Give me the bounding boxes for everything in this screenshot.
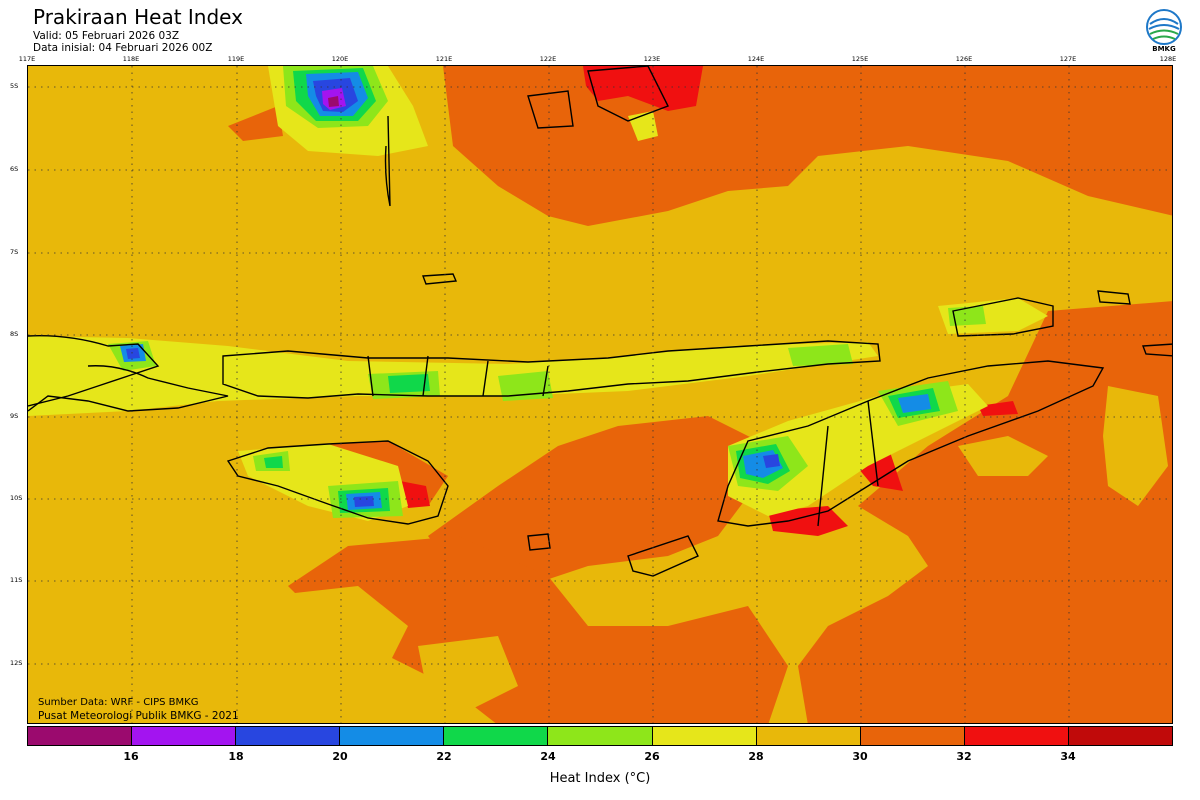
heat-zone-20-22	[763, 454, 780, 468]
heat-zone-30-32	[258, 586, 408, 666]
heat-zone-32-34	[443, 66, 1172, 226]
heat-zone-28-30	[28, 336, 878, 416]
heat-index-map	[27, 65, 1173, 724]
heat-zone-30-32	[418, 636, 518, 711]
heat-zone-24-26	[388, 374, 430, 393]
legend-swatch	[756, 727, 861, 745]
legend-tick: 26	[644, 750, 660, 763]
legend-swatch	[132, 727, 237, 745]
data-source-credit: Sumber Data: WRF - CIPS BMKG	[38, 697, 199, 708]
lat-label: 7S	[10, 248, 19, 256]
bmkg-logo-icon	[1144, 8, 1184, 56]
coastlines	[28, 66, 1172, 577]
legend-tick: 18	[228, 750, 244, 763]
lon-label: 119E	[227, 55, 245, 63]
heat-zone-32-34	[428, 416, 768, 586]
heat-zone-26-28	[948, 306, 986, 326]
legend-tick: 28	[748, 750, 764, 763]
organization-credit: Pusat Meteorologi Publik BMKG - 2021	[38, 710, 239, 722]
lat-label: 5S	[10, 82, 19, 90]
legend-swatch	[340, 727, 445, 745]
heat-zone-20-22	[354, 496, 374, 507]
lon-label: 123E	[643, 55, 661, 63]
heat-zone-26-28	[788, 344, 853, 366]
legend-swatch	[444, 727, 549, 745]
lon-label: 122E	[539, 55, 557, 63]
valid-time: Valid: 05 Februari 2026 03Z	[33, 30, 180, 42]
heat-zone-32-34	[798, 301, 1172, 723]
heat-zone-34-36	[978, 401, 1018, 416]
heat-zone-20-22	[126, 348, 140, 359]
heat-zone-30-32	[1103, 386, 1168, 506]
legend-tick: 16	[123, 750, 139, 763]
lon-label: 125E	[851, 55, 869, 63]
heat-zone-34-36	[583, 66, 703, 111]
legend-swatch	[548, 727, 653, 745]
lat-label: 8S	[10, 330, 19, 338]
heat-zone-16-18	[328, 96, 339, 107]
heat-zone-34-36	[768, 506, 848, 536]
lat-label: 6S	[10, 165, 19, 173]
heat-zone-30-32	[958, 436, 1048, 476]
lon-label: 124E	[747, 55, 765, 63]
lon-label: 126E	[955, 55, 973, 63]
legend-tick: 30	[852, 750, 868, 763]
lat-label: 10S	[10, 494, 23, 502]
lon-label: 118E	[122, 55, 140, 63]
bmkg-logo-label: BMKG	[1152, 45, 1176, 53]
heat-zone-32-34	[228, 106, 283, 141]
heat-zone-32-34	[288, 536, 788, 723]
legend-swatch	[236, 727, 341, 745]
lon-label: 121E	[435, 55, 453, 63]
lon-label: 117E	[18, 55, 36, 63]
legend-title: Heat Index (°C)	[549, 771, 651, 786]
heat-zone-22-24	[898, 394, 931, 413]
lat-label: 9S	[10, 412, 19, 420]
legend-swatch	[860, 727, 965, 745]
lat-label: 11S	[10, 576, 23, 584]
legend-tick: 20	[332, 750, 348, 763]
lon-label: 127E	[1059, 55, 1077, 63]
legend-swatch	[964, 727, 1069, 745]
map-title: Prakiraan Heat Index	[33, 5, 243, 29]
heat-zone-34-36	[400, 481, 430, 508]
legend-swatch	[652, 727, 757, 745]
color-legend	[27, 726, 1173, 746]
legend-tick: 22	[436, 750, 452, 763]
heat-zone-24-26	[264, 456, 283, 468]
heat-zone-30-32	[878, 161, 1028, 201]
legend-tick: 32	[956, 750, 972, 763]
legend-swatch	[1068, 727, 1173, 745]
init-time: Data inisial: 04 Februari 2026 00Z	[33, 42, 213, 54]
graticule	[28, 66, 1172, 723]
legend-tick: 24	[540, 750, 556, 763]
lon-label: 128E	[1159, 55, 1177, 63]
legend-tick: 34	[1060, 750, 1076, 763]
lat-label: 12S	[10, 659, 23, 667]
lon-label: 120E	[331, 55, 349, 63]
legend-swatch	[28, 727, 133, 745]
